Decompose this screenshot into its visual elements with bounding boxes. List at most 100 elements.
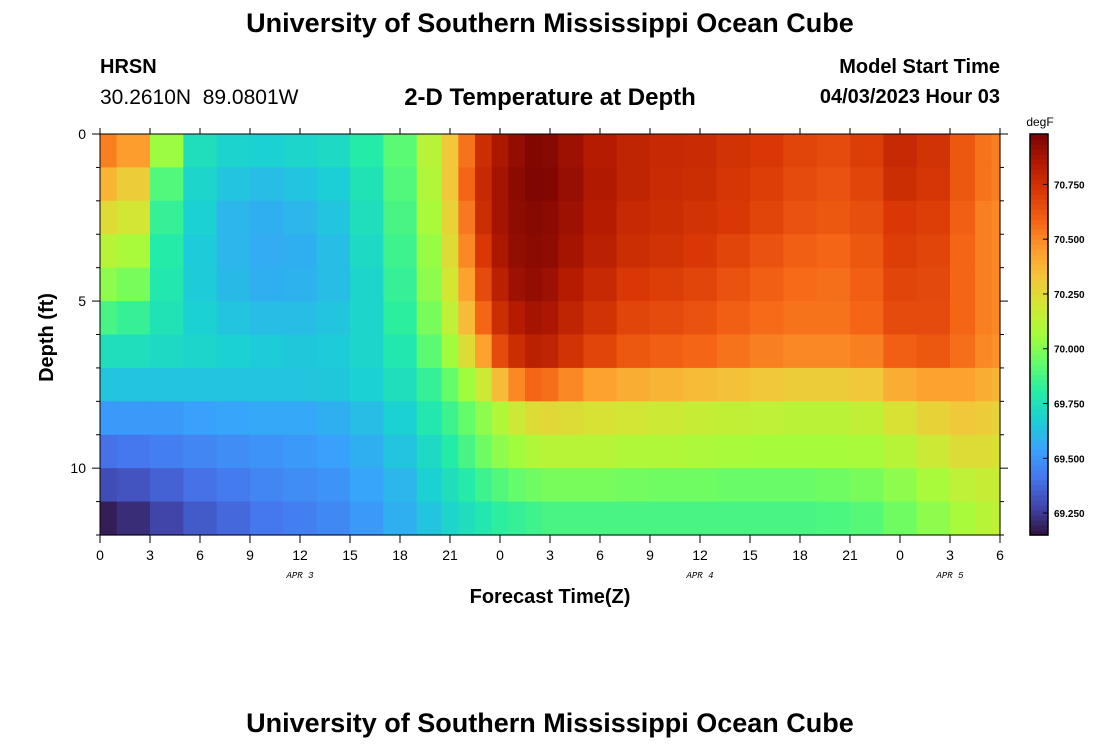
heatmap-cell xyxy=(475,301,493,336)
colorbar-swatch xyxy=(1030,414,1048,421)
heatmap-cell xyxy=(316,167,351,202)
heatmap-cell xyxy=(850,434,884,469)
heatmap-cell xyxy=(783,468,818,503)
heatmap-cell xyxy=(316,134,351,169)
heatmap-cell xyxy=(100,501,118,536)
heatmap-cell xyxy=(150,134,184,169)
heatmap-cell xyxy=(650,200,684,235)
heatmap-cell xyxy=(183,434,218,469)
heatmap-cell xyxy=(350,401,384,436)
heatmap-cell xyxy=(491,200,509,235)
x-tick-label: 6 xyxy=(996,547,1004,563)
heatmap-cell xyxy=(508,367,526,402)
heatmap-cell xyxy=(616,434,651,469)
colorbar-swatch xyxy=(1030,224,1048,230)
heatmap-cell xyxy=(991,301,1001,336)
colorbar-swatch xyxy=(1030,334,1048,341)
heatmap-cell xyxy=(350,501,384,536)
heatmap-cell xyxy=(416,234,443,269)
colorbar: 69.250 69.500 69.750 70.000 70.250 70.500 70.7… xyxy=(1026,115,1085,536)
heatmap-cell xyxy=(883,401,918,436)
heatmap-cell xyxy=(558,367,584,402)
heatmap-cell xyxy=(283,401,318,436)
heatmap-cell xyxy=(525,367,543,402)
heatmap-cell xyxy=(316,267,351,302)
heatmap-cell xyxy=(458,501,476,536)
heatmap-cell xyxy=(783,434,818,469)
x-tick-label: 0 xyxy=(896,547,904,563)
heatmap-cell xyxy=(883,234,918,269)
heatmap-cell xyxy=(750,134,784,169)
colorbar-swatch xyxy=(1030,259,1048,265)
heatmap-cell xyxy=(216,134,251,169)
heatmap-cell xyxy=(116,367,151,402)
heatmap-cell xyxy=(683,134,718,169)
y-axis-ticks: 0 5 10 xyxy=(70,126,1008,536)
colorbar-swatch xyxy=(1030,249,1048,255)
heatmap-cell xyxy=(541,167,559,202)
heatmap-cell xyxy=(816,334,851,369)
heatmap-cell xyxy=(441,167,459,202)
heatmap-cell xyxy=(583,334,618,369)
heatmap-cell xyxy=(991,167,1001,202)
heatmap-cell xyxy=(816,234,851,269)
heatmap-cell xyxy=(975,134,993,169)
heatmap-cell xyxy=(183,167,218,202)
heatmap-cell xyxy=(316,301,351,336)
heatmap-cell xyxy=(716,200,751,235)
heatmap-cell xyxy=(100,167,118,202)
colorbar-swatch xyxy=(1030,454,1048,461)
heatmap-cell xyxy=(508,167,526,202)
heatmap-cell xyxy=(716,468,751,503)
heatmap-cell xyxy=(525,434,543,469)
colorbar-swatch xyxy=(1030,159,1048,165)
colorbar-swatch xyxy=(1030,524,1048,531)
heatmap-cell xyxy=(216,468,251,503)
heatmap-cell xyxy=(283,434,318,469)
heatmap-cell xyxy=(616,267,651,302)
colorbar-swatch xyxy=(1030,484,1048,491)
heatmap-cell xyxy=(216,267,251,302)
colorbar-swatch xyxy=(1030,314,1048,321)
heatmap-cell xyxy=(350,434,384,469)
heatmap-cell xyxy=(558,301,584,336)
heatmap-cell xyxy=(850,401,884,436)
heatmap-cell xyxy=(991,334,1001,369)
heatmap-cell xyxy=(850,234,884,269)
heatmap-cell xyxy=(283,200,318,235)
heatmap-cell xyxy=(100,267,118,302)
heatmap-cell xyxy=(491,401,509,436)
heatmap-cell xyxy=(116,267,151,302)
heatmap-cell xyxy=(441,134,459,169)
heatmap-cell xyxy=(816,468,851,503)
heatmap-cell xyxy=(441,401,459,436)
heatmap-cell xyxy=(216,501,251,536)
heatmap-cell xyxy=(150,434,184,469)
heatmap-cell xyxy=(683,267,718,302)
heatmap-cell xyxy=(458,468,476,503)
heatmap-cell xyxy=(508,401,526,436)
heatmap-cell xyxy=(250,234,284,269)
heatmap-cell xyxy=(475,468,493,503)
heatmap-cell xyxy=(583,434,618,469)
heatmap-cell xyxy=(683,468,718,503)
colorbar-swatch xyxy=(1030,239,1048,245)
colorbar-swatch xyxy=(1030,364,1048,371)
heatmap-cell xyxy=(883,501,918,536)
heatmap-cell xyxy=(883,267,918,302)
colorbar-swatch xyxy=(1030,169,1048,175)
heatmap-cell xyxy=(183,468,218,503)
heatmap-cells xyxy=(100,134,1001,536)
heatmap-cell xyxy=(283,167,318,202)
colorbar-swatch xyxy=(1030,394,1048,401)
heatmap-cell xyxy=(616,234,651,269)
heatmap-cell xyxy=(883,434,918,469)
colorbar-swatch xyxy=(1030,174,1048,180)
heatmap-cell xyxy=(850,267,884,302)
heatmap-cell xyxy=(250,200,284,235)
colorbar-tick-label: 69.250 xyxy=(1054,509,1085,520)
heatmap-cell xyxy=(183,267,218,302)
heatmap-cell xyxy=(750,401,784,436)
heatmap-cell xyxy=(916,501,951,536)
colorbar-swatch xyxy=(1030,134,1048,140)
